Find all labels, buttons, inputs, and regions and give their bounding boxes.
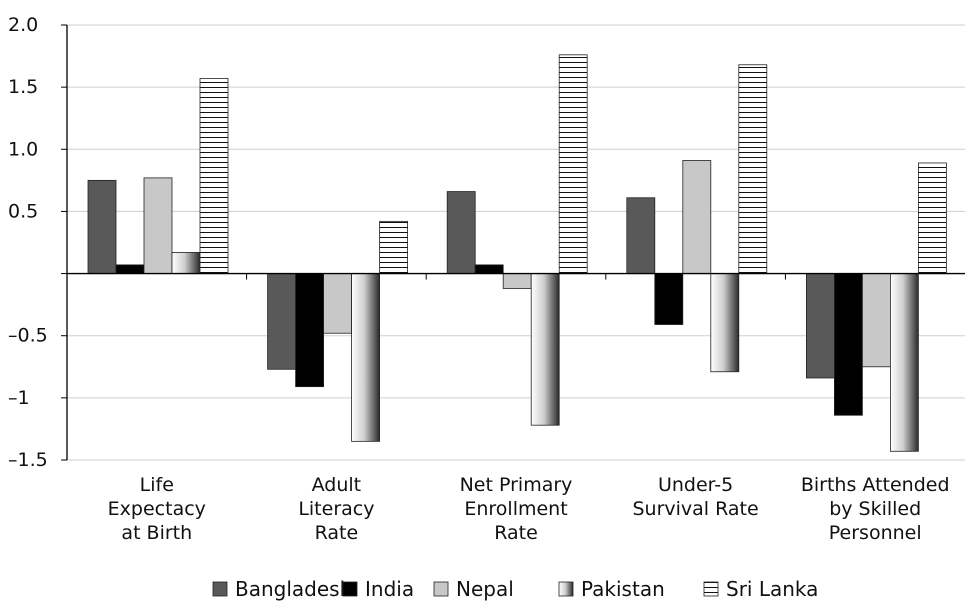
bar-bangladesh bbox=[626, 197, 656, 274]
bar-india bbox=[654, 273, 684, 325]
legend-swatch-sri-lanka bbox=[703, 581, 719, 597]
bar-bangladesh bbox=[87, 179, 117, 274]
bar-sri-lanka bbox=[558, 54, 588, 274]
legend: Bangladesh India Nepal Pakistan Sri Lanka bbox=[212, 577, 818, 601]
y-tick-label: –0.5 bbox=[8, 325, 48, 347]
bar-pakistan bbox=[890, 273, 919, 452]
legend-label-bangladesh: Bangladesh bbox=[235, 577, 352, 601]
axes bbox=[61, 24, 965, 461]
bar-bangladesh bbox=[267, 273, 297, 370]
bar-sri-lanka bbox=[199, 78, 229, 274]
bar-india bbox=[834, 273, 863, 416]
bar-pakistan bbox=[530, 273, 560, 426]
y-tick-label: 1.0 bbox=[8, 138, 38, 160]
category-label: Life Expectacy at Birth bbox=[108, 474, 206, 544]
legend-label-nepal: Nepal bbox=[456, 577, 514, 601]
category-label: Births Attended by Skilled Personnel bbox=[801, 474, 950, 544]
bar-nepal bbox=[143, 177, 173, 274]
legend-swatch-bangladesh bbox=[212, 581, 228, 597]
bar-pakistan bbox=[710, 273, 740, 373]
category-label: Net Primary Enrollment Rate bbox=[460, 474, 573, 544]
bar-bangladesh bbox=[446, 191, 476, 274]
category-label: Under-5 Survival Rate bbox=[632, 474, 758, 520]
y-tick-label: –1.5 bbox=[8, 449, 48, 471]
bar-bangladesh bbox=[806, 273, 835, 379]
y-tick-label: 1.5 bbox=[8, 76, 38, 98]
legend-label-sri-lanka: Sri Lanka bbox=[726, 577, 818, 601]
bar-nepal bbox=[502, 273, 532, 289]
bar-nepal bbox=[323, 273, 353, 334]
bar-pakistan bbox=[171, 252, 201, 274]
bar-india bbox=[474, 264, 504, 274]
bar-sri-lanka bbox=[918, 162, 947, 274]
y-tick-label: –1 bbox=[8, 387, 30, 409]
y-tick-label: 0.5 bbox=[8, 200, 38, 222]
bars bbox=[87, 54, 947, 452]
legend-swatch-india bbox=[342, 581, 358, 597]
bar-nepal bbox=[682, 160, 712, 274]
legend-label-pakistan: Pakistan bbox=[581, 577, 665, 601]
bar-india bbox=[115, 264, 145, 274]
category-label: Adult Literacy Rate bbox=[298, 474, 374, 544]
bar-pakistan bbox=[351, 273, 381, 442]
bar-india bbox=[295, 273, 325, 388]
bar-nepal bbox=[862, 273, 891, 368]
bar-sri-lanka bbox=[738, 64, 768, 274]
legend-swatch-pakistan bbox=[558, 581, 574, 597]
bar-sri-lanka bbox=[379, 220, 409, 274]
legend-label-india: India bbox=[365, 577, 414, 601]
legend-swatch-nepal bbox=[433, 581, 449, 597]
y-tick-label: 2.0 bbox=[8, 14, 38, 36]
labels: 2.0 1.5 1.0 0.5 –0.5 –1 –1.5 Life Expectacy at Bi… bbox=[8, 14, 950, 544]
